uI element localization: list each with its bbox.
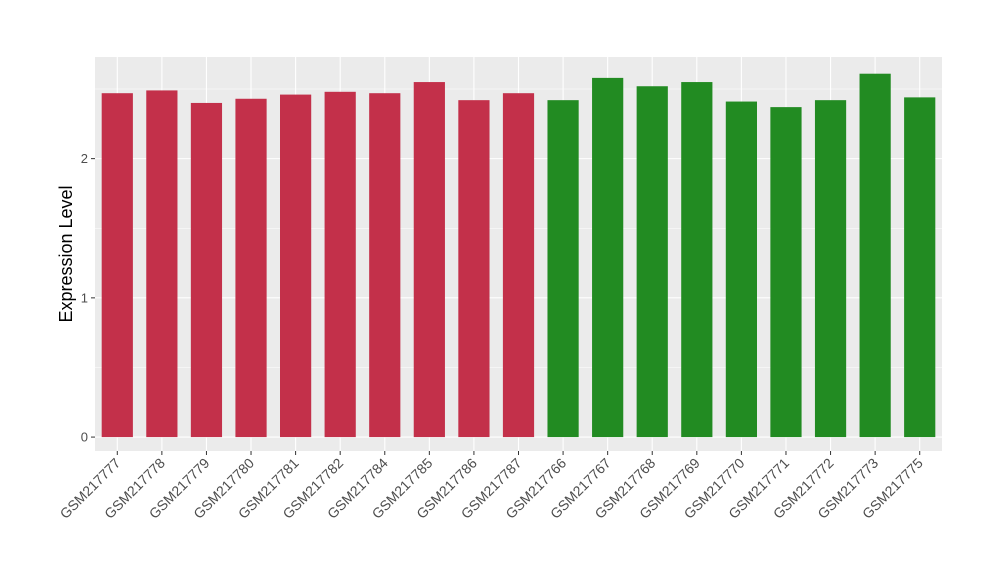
bar-GSM217772 xyxy=(814,100,847,438)
bar-GSM217785 xyxy=(413,82,445,438)
x-axis: GSM217777GSM217778GSM217779GSM217780GSM2… xyxy=(57,451,926,522)
bar-GSM217784 xyxy=(369,93,401,438)
bar-GSM217771 xyxy=(770,107,802,438)
y-tick-label: 1 xyxy=(81,290,88,305)
bar-GSM217778 xyxy=(146,90,178,438)
bar-GSM217777 xyxy=(101,93,133,438)
y-axis-title: Expression Level xyxy=(56,185,76,322)
bar-GSM217773 xyxy=(859,73,891,438)
bar-GSM217781 xyxy=(280,94,312,438)
bar-GSM217767 xyxy=(592,77,624,438)
bar-GSM217787 xyxy=(502,93,535,438)
bar-GSM217770 xyxy=(725,101,757,438)
bar-GSM217779 xyxy=(190,102,223,438)
bar-GSM217780 xyxy=(235,98,267,438)
bar-GSM217782 xyxy=(324,91,356,438)
y-axis: 0 1 2 xyxy=(81,151,95,445)
bar-GSM217775 xyxy=(904,97,936,438)
bar-GSM217769 xyxy=(681,82,713,438)
bar-GSM217768 xyxy=(636,86,668,438)
bars xyxy=(101,73,936,438)
y-tick-label: 2 xyxy=(81,151,88,166)
bar-GSM217786 xyxy=(458,100,490,438)
y-tick-label: 0 xyxy=(81,430,88,445)
bar-GSM217766 xyxy=(547,100,579,438)
